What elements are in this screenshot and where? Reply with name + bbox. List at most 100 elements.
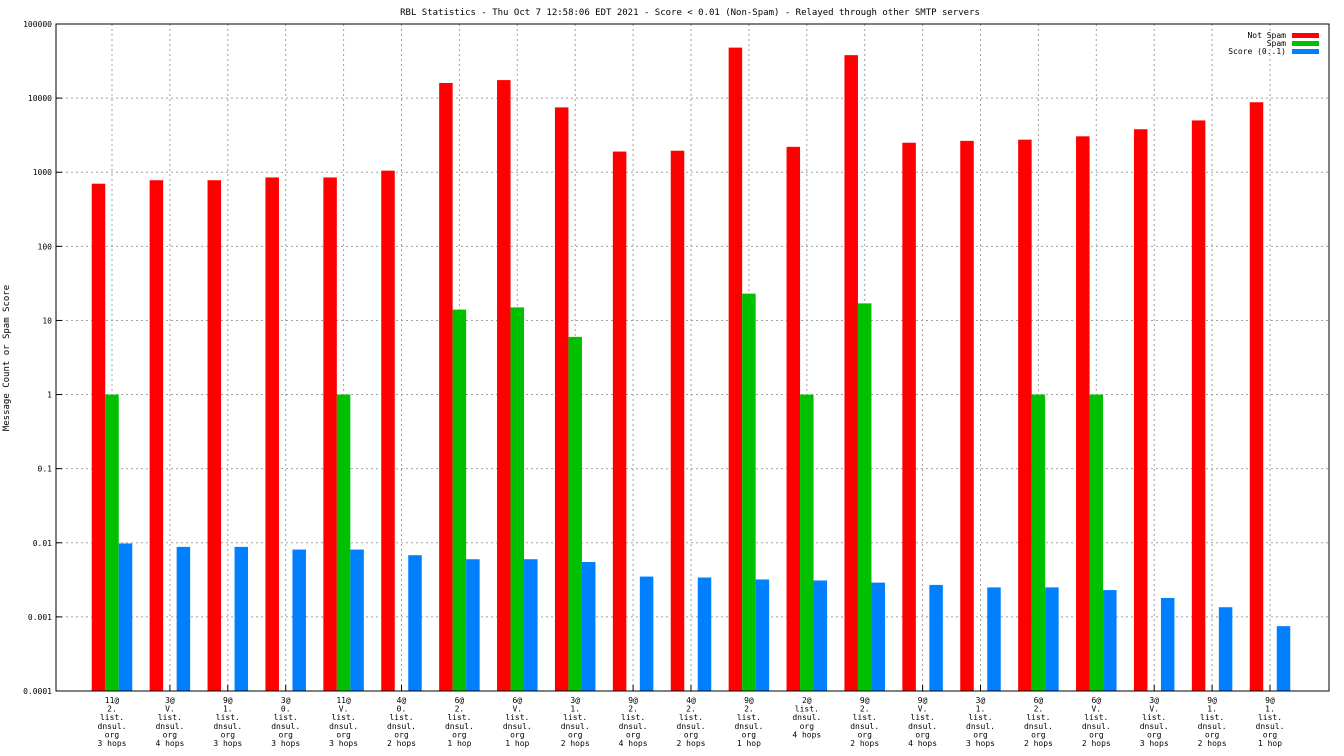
y-axis-tick-labels: 0.0001 0.001 0.01 0.1 1 10 100 1000 10000 100000 (23, 20, 52, 696)
spam-bar (1089, 394, 1104, 691)
not-spam-bar (844, 55, 858, 691)
score-bar (176, 546, 191, 691)
chart-title: RBL Statistics - Thu Oct 7 12:58:06 EDT … (400, 8, 980, 18)
x-tick-label: 2. (686, 705, 696, 714)
not-spam-bar (960, 140, 974, 692)
y-tick-label: 0.1 (38, 465, 53, 474)
x-tick-label: org (510, 730, 525, 739)
x-tick-label: 1. (570, 705, 580, 714)
x-tick-label: list. (968, 713, 992, 722)
x-tick-label: 4 hops (155, 739, 184, 748)
legend-swatch (1292, 33, 1319, 38)
x-tick-label: dnsul. (1198, 722, 1227, 731)
x-tick-label: org (278, 730, 293, 739)
x-tick-label: list. (737, 713, 761, 722)
legend-swatch (1292, 41, 1319, 46)
x-tick-label: org (1263, 730, 1278, 739)
x-tick-label: org (800, 722, 815, 731)
not-spam-bar (1249, 102, 1264, 692)
x-tick-label: 1. (1265, 705, 1275, 714)
score-bar (1045, 587, 1059, 691)
x-tick-label: dnsul. (155, 722, 184, 731)
score-bar (987, 587, 1001, 691)
x-tick-label: 3 hops (1140, 739, 1169, 748)
x-tick-label: 2. (860, 705, 870, 714)
not-spam-bar (612, 151, 627, 691)
x-tick-label: 2 hops (850, 739, 879, 748)
spam-bar (1031, 394, 1046, 691)
x-tick-label: org (1205, 730, 1220, 739)
y-tick-label: 0.001 (28, 613, 52, 622)
x-tick-label: dnsul. (792, 713, 821, 722)
x-tick-label: dnsul. (561, 722, 590, 731)
y-tick-label: 1 (47, 391, 52, 400)
x-tick-label: 1. (976, 705, 986, 714)
x-tick-label: org (857, 730, 872, 739)
x-tick-label: 2 hops (677, 739, 706, 748)
x-tick-label: dnsul. (329, 722, 358, 731)
spam-bar (452, 309, 467, 691)
not-spam-bar (381, 170, 395, 691)
x-tick-label: dnsul. (850, 722, 879, 731)
not-spam-bar (670, 150, 685, 692)
x-tick-label: 2@ (802, 696, 812, 705)
x-tick-label: 2 hops (1024, 739, 1053, 748)
x-tick-label: dnsul. (387, 722, 416, 731)
score-bar (1160, 597, 1175, 691)
y-tick-label: 100000 (23, 20, 52, 29)
x-tick-label: list. (274, 713, 298, 722)
x-tick-label: dnsul. (966, 722, 995, 731)
x-tick-label: 9@ (860, 696, 870, 705)
x-tick-label: org (163, 730, 178, 739)
y-tick-label: 1000 (33, 168, 52, 177)
x-tick-label: 3 hops (329, 739, 358, 748)
y-axis-label: Message Count or Spam Score (2, 285, 12, 431)
x-tick-label: V. (339, 705, 349, 714)
spam-bar (336, 394, 351, 691)
x-tick-label: V. (165, 705, 175, 714)
x-tick-label: list. (621, 713, 645, 722)
x-tick-label: dnsul. (213, 722, 242, 731)
x-tick-label: list. (389, 713, 413, 722)
x-tick-label: list. (1200, 713, 1224, 722)
x-tick-label: 3@ (165, 696, 175, 705)
x-tick-label: 3@ (570, 696, 580, 705)
not-spam-bar (1191, 120, 1206, 692)
x-tick-label: 1 hop (505, 739, 529, 748)
x-tick-label: 4 hops (908, 739, 937, 748)
x-tick-label: dnsul. (734, 722, 763, 731)
x-tick-label: 6@ (1034, 696, 1044, 705)
x-tick-label: list. (853, 713, 877, 722)
score-bar (813, 580, 828, 691)
x-tick-label: 3 hops (213, 739, 242, 748)
x-tick-label: 9@ (744, 696, 754, 705)
score-bar (1103, 590, 1117, 691)
score-bar (1276, 626, 1291, 691)
x-tick-label: list. (216, 713, 240, 722)
not-spam-bar (1018, 139, 1032, 691)
x-tick-label: 3@ (1149, 696, 1159, 705)
x-tick-label: 9@ (918, 696, 928, 705)
score-bar (1218, 607, 1233, 691)
x-tick-label: 1. (223, 705, 233, 714)
x-tick-label: 6@ (455, 696, 465, 705)
x-tick-label: list. (1084, 713, 1108, 722)
x-tick-label: org (915, 730, 930, 739)
spam-bar (105, 394, 119, 691)
x-tick-label: 1 hop (737, 739, 761, 748)
x-tick-label: 3 hops (966, 739, 995, 748)
x-tick-label: 1 hop (447, 739, 471, 748)
x-tick-label: 3 hops (98, 739, 127, 748)
x-tick-label: dnsul. (1082, 722, 1111, 731)
not-spam-bar (1133, 129, 1148, 691)
not-spam-bar (786, 146, 801, 692)
y-tick-label: 0.0001 (23, 687, 52, 696)
x-tick-label: 0. (281, 705, 291, 714)
x-tick-label: list. (911, 713, 935, 722)
legend-label: Spam (1267, 39, 1286, 48)
score-bar (118, 543, 133, 691)
x-tick-label: 2 hops (387, 739, 416, 748)
x-tick-label: list. (679, 713, 703, 722)
